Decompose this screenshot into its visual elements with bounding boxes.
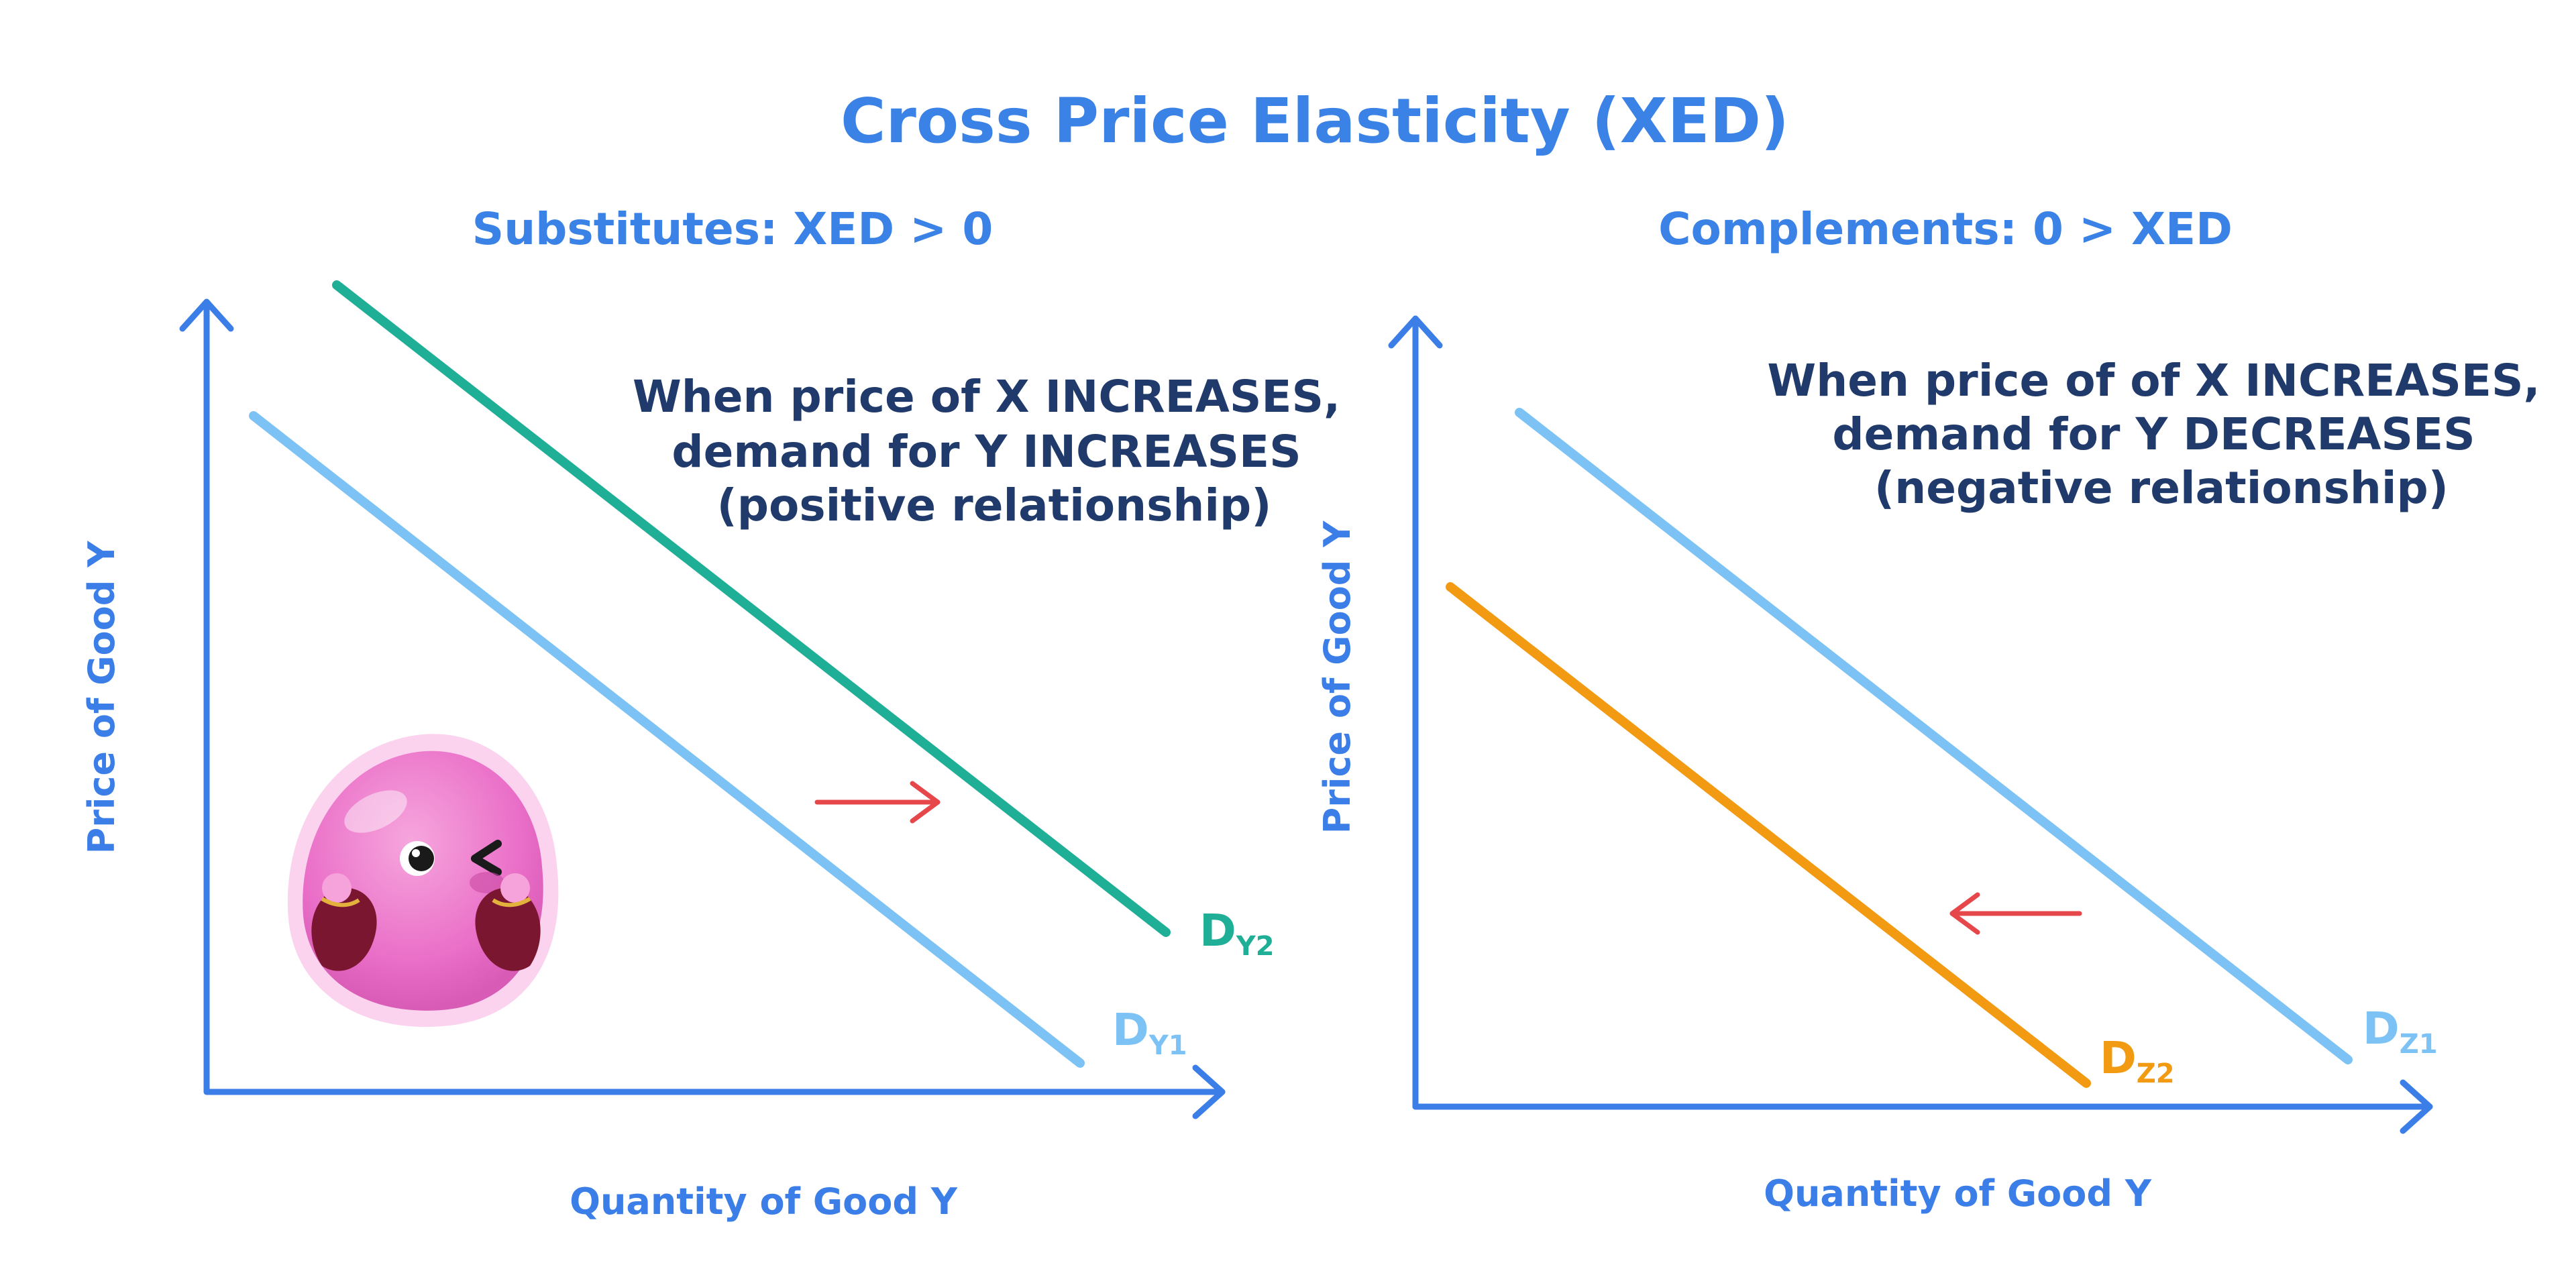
demand-curve-dz2 — [1446, 582, 2091, 1088]
x-axis-label: Quantity of Good Y — [1764, 1172, 2152, 1215]
curve-label-dy2: DY2 — [1199, 905, 1275, 962]
panel-subtitle: Complements: 0 > XED — [1658, 203, 2233, 255]
demand-curve-dy2 — [332, 280, 1171, 937]
curve-label-dy1: DY1 — [1112, 1004, 1187, 1061]
y-axis-label: Price of Good Y — [1316, 520, 1358, 834]
curve-label-dz1: DZ1 — [2363, 1003, 2438, 1060]
axes — [1388, 315, 2433, 1134]
panel-complements: Complements: 0 > XED Price of Good Y Qua… — [1316, 203, 2555, 1215]
demand-curve-dy1 — [249, 411, 1085, 1068]
x-axis-arrowhead — [2400, 1079, 2433, 1134]
relationship-note: When price of of X INCREASES, demand for… — [1767, 355, 2555, 514]
page-title: Cross Price Elasticity (XED) — [841, 85, 1789, 157]
y-axis-arrowhead — [179, 298, 234, 332]
axes — [179, 298, 1226, 1119]
demand-curve-dz1 — [1515, 408, 2353, 1064]
y-axis-label: Price of Good Y — [80, 541, 123, 854]
shift-left-arrow-icon — [1949, 892, 2082, 935]
panel-subtitle: Substitutes: XED > 0 — [472, 203, 994, 255]
pink-blob-mascot-icon — [287, 734, 559, 1028]
x-axis-label: Quantity of Good Y — [570, 1180, 958, 1223]
relationship-note: When price of X INCREASES, demand for Y … — [633, 371, 1356, 531]
x-axis-arrowhead — [1192, 1064, 1226, 1119]
y-axis-arrowhead — [1388, 315, 1443, 349]
curve-label-dz2: DZ2 — [2100, 1032, 2175, 1089]
shift-right-arrow-icon — [814, 781, 941, 824]
panel-substitutes: Substitutes: XED > 0 Price of Good Y Qua… — [80, 203, 1356, 1223]
